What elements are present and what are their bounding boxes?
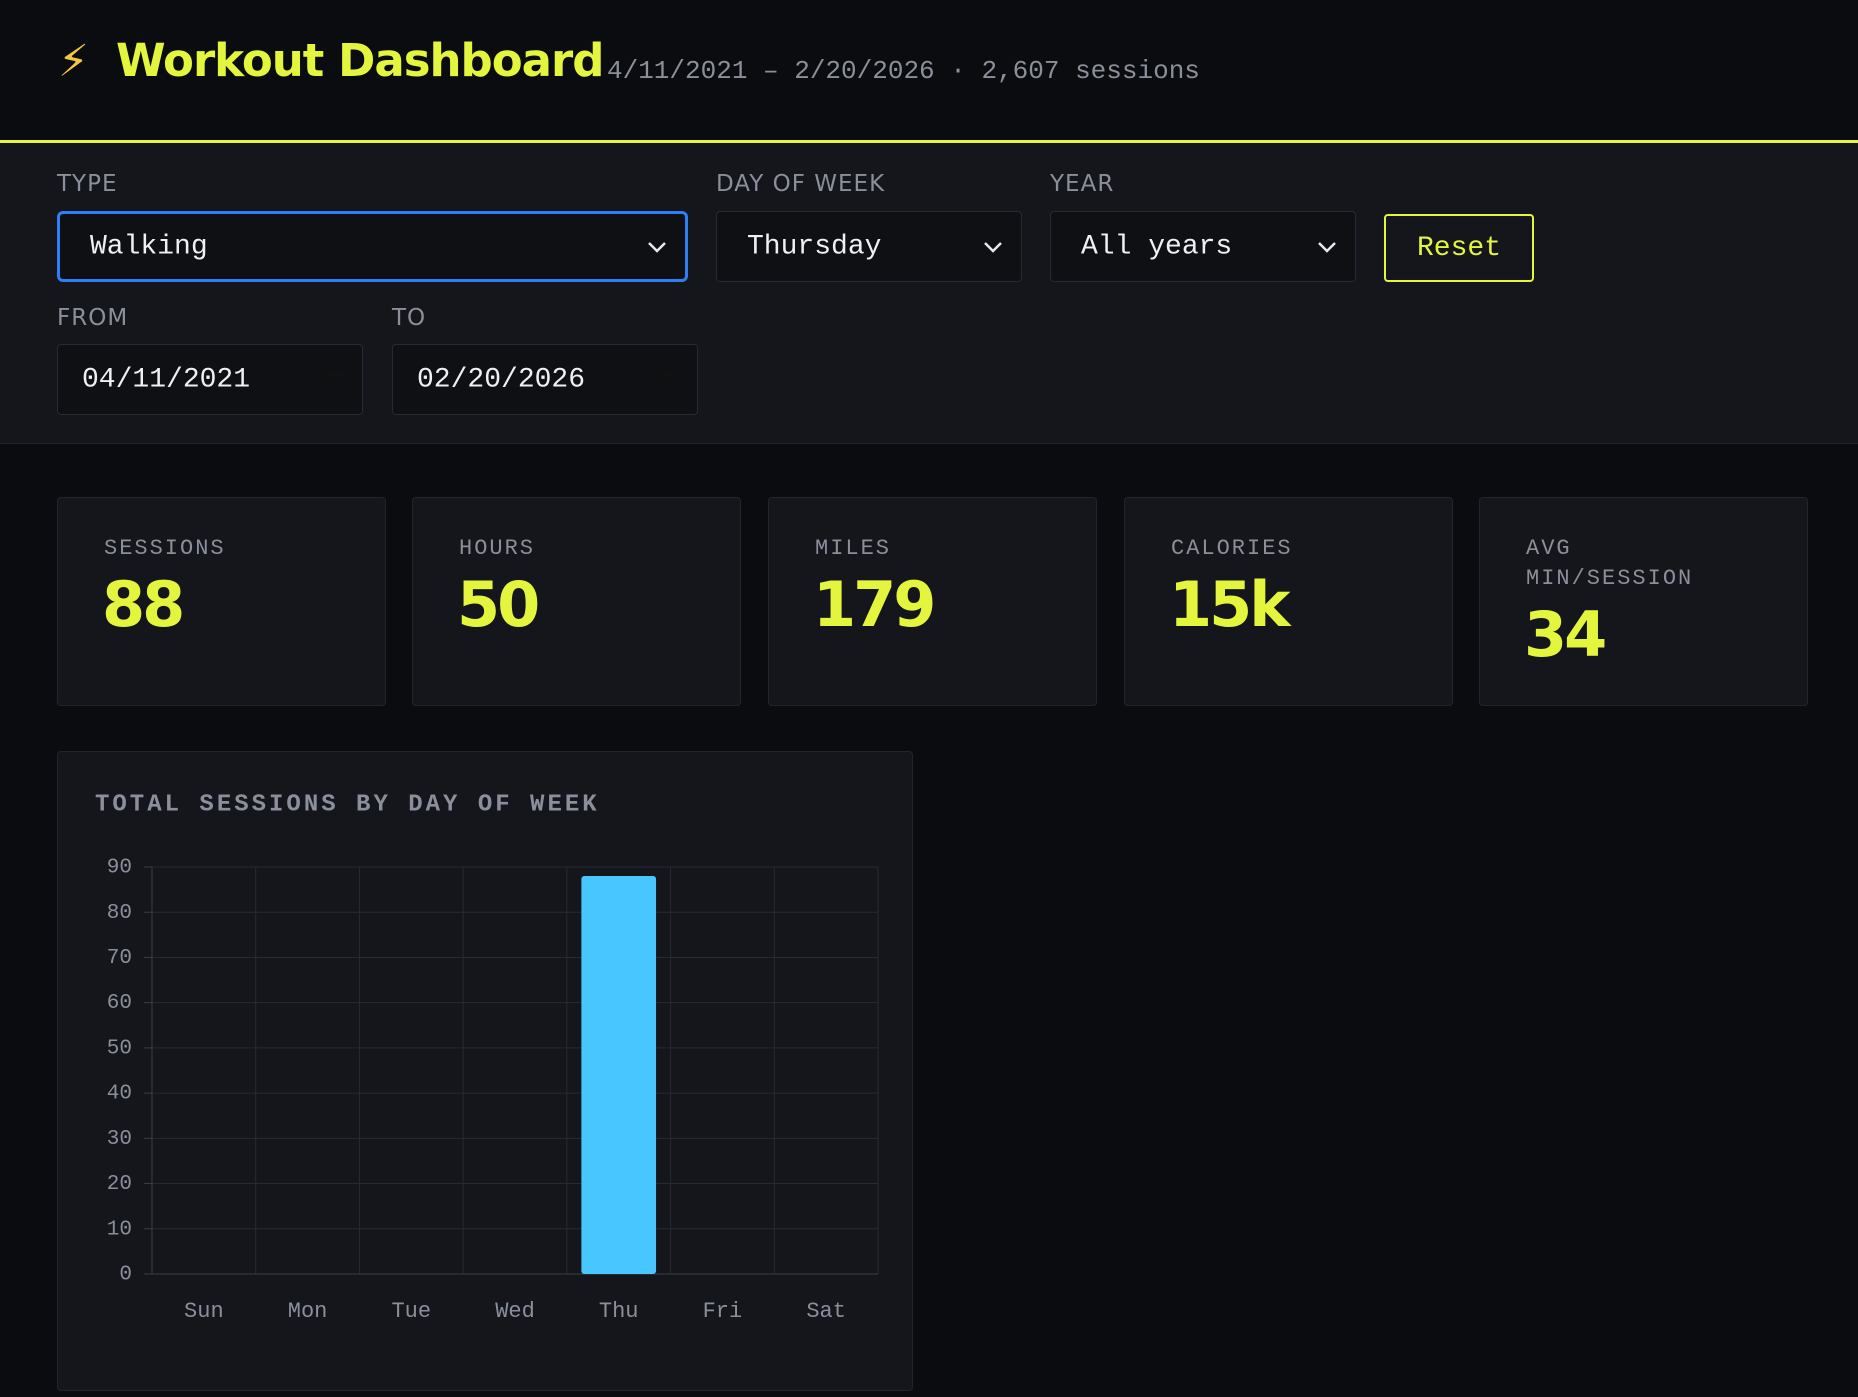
y-tick-label: 50 (107, 1037, 132, 1060)
filter-label: TO (392, 305, 427, 331)
y-tick-label: 70 (107, 947, 132, 970)
x-tick-label: Thu (599, 1299, 639, 1324)
chevron (648, 241, 666, 253)
y-tick-label: 20 (107, 1173, 132, 1196)
stat-label: MILES (815, 536, 892, 561)
x-tick-label: Tue (391, 1299, 431, 1324)
date-value: 04/11/2021 (82, 364, 251, 395)
y-tick-label: 80 (107, 902, 132, 925)
x-tick-label: Wed (495, 1299, 535, 1324)
chevron (984, 241, 1002, 253)
y-tick-label: 0 (119, 1264, 132, 1287)
x-tick-label: Sat (806, 1299, 846, 1324)
year-select[interactable]: All years (1050, 211, 1356, 282)
date-value: 02/20/2026 (417, 364, 586, 395)
y-tick-label: 30 (107, 1128, 132, 1151)
stat-label: SESSIONS (104, 536, 226, 561)
y-tick-label: 90 (107, 857, 132, 880)
x-tick-label: Mon (288, 1299, 328, 1324)
select-value: Thursday (747, 231, 882, 262)
select-value: All years (1081, 231, 1233, 262)
filter-label: DAY OF WEEK (716, 171, 886, 197)
stat-label: AVG MIN/SESSION (1526, 536, 1694, 591)
type-select[interactable]: Walking (57, 211, 688, 282)
stat-value: 34 (1524, 598, 1607, 671)
header-subtitle: 4/11/2021 – 2/20/2026 · 2,607 sessions (607, 56, 1200, 86)
from-date[interactable]: 04/11/2021 (57, 344, 363, 415)
stat-card: CALORIES 15k (1124, 497, 1453, 706)
y-tick-label: 10 (107, 1218, 132, 1241)
reset-button[interactable]: Reset (1384, 214, 1534, 282)
stat-card: HOURS 50 (412, 497, 741, 706)
filter-label: FROM (57, 305, 129, 331)
stat-value: 88 (102, 568, 185, 641)
to-date[interactable]: 02/20/2026 (392, 344, 698, 415)
x-tick-label: Fri (703, 1299, 743, 1324)
chart: TOTAL SESSIONS BY DAY OF WEEK 0 10 20 30 40 5… (95, 791, 879, 1324)
stat-value: 179 (813, 568, 936, 641)
header: ⚡ Workout Dashboard 4/11/2021 – 2/20/202… (0, 0, 1858, 143)
stat-card: SESSIONS 88 (57, 497, 386, 706)
stat-value: 15k (1169, 568, 1291, 641)
day-select[interactable]: Thursday (716, 211, 1022, 282)
stat-label: CALORIES (1171, 536, 1293, 561)
stat-card: AVG MIN/SESSION 34 (1479, 497, 1808, 706)
chevron (1318, 241, 1336, 253)
stat-card: MILES 179 (768, 497, 1097, 706)
y-tick-label: 60 (107, 992, 132, 1015)
stat-value: 50 (457, 568, 540, 641)
bar (581, 876, 657, 1274)
header-icon: ⚡ (58, 36, 89, 87)
x-tick-label: Sun (184, 1299, 224, 1324)
calendar-icon (657, 371, 679, 390)
calendar-icon (322, 371, 344, 390)
filter-label: YEAR (1050, 171, 1115, 197)
filter-panel: TYPE Walking DAY OF WEEK Thursday YEAR A… (0, 143, 1858, 444)
chart-card: TOTAL SESSIONS BY DAY OF WEEK 0 10 20 30 40 5… (57, 751, 913, 1391)
select-value: Walking (90, 231, 208, 262)
chart-title: TOTAL SESSIONS BY DAY OF WEEK (95, 791, 600, 818)
y-tick-label: 40 (107, 1083, 132, 1106)
stat-label: HOURS (459, 536, 536, 561)
header-title: Workout Dashboard (116, 34, 604, 87)
filter-label: TYPE (57, 171, 118, 197)
